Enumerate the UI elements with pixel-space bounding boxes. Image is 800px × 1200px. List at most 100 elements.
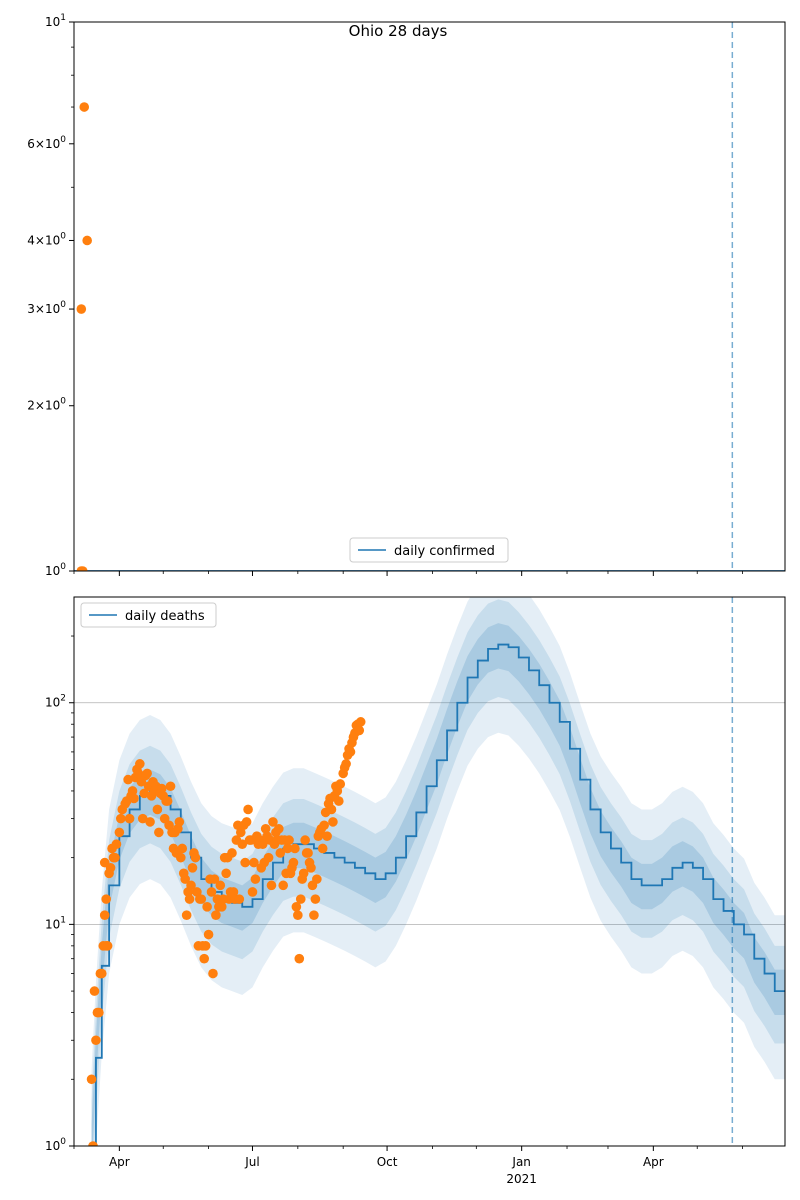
bottom-panel: 100 101 102 Apr Jul Oct Jan 2021 Apr daily deaths: [45, 596, 786, 1186]
bottom-observed-point: [278, 880, 289, 891]
top-plot-area: [74, 102, 785, 571]
bottom-observed-point: [282, 843, 293, 854]
top-y-tick-label: 101: [45, 13, 66, 29]
bottom-x-tick-year-label: 2021: [506, 1172, 537, 1186]
bottom-observed-point: [181, 910, 192, 920]
bottom-observed-point: [99, 910, 110, 920]
bottom-observed-point: [89, 986, 100, 996]
bottom-observed-point: [165, 781, 176, 792]
bottom-observed-point: [250, 874, 261, 884]
bottom-observed-point: [298, 868, 309, 879]
bottom-observed-point: [174, 817, 185, 827]
bottom-observed-point: [203, 929, 214, 940]
bottom-observed-point: [326, 804, 337, 815]
bottom-observed-point: [94, 1007, 104, 1018]
top-y-tick-label: 100: [45, 562, 66, 578]
bottom-observed-point: [154, 827, 164, 838]
bottom-observed-point: [341, 759, 351, 769]
bottom-observed-point: [186, 880, 196, 891]
bottom-observed-point: [312, 874, 322, 884]
bottom-x-tick-label: Apr: [643, 1155, 664, 1169]
bottom-observed-point: [133, 768, 144, 779]
bottom-observed-point: [243, 804, 253, 815]
bottom-observed-point: [101, 894, 111, 904]
bottom-observed-point: [295, 894, 306, 904]
bottom-observed-point: [102, 941, 113, 951]
bottom-observed-point: [124, 813, 135, 824]
bottom-observed-point: [86, 1074, 97, 1085]
bottom-observed-point: [288, 857, 299, 868]
bottom-observed-point: [111, 839, 122, 850]
bottom-observed-point: [199, 953, 210, 964]
top-observed-point: [77, 566, 88, 571]
bottom-y-tick-label: 101: [45, 915, 66, 931]
bottom-observed-point: [293, 910, 303, 920]
bottom-x-tick-label: Apr: [109, 1155, 130, 1169]
bottom-observed-point: [177, 843, 188, 854]
bottom-observed-point: [110, 852, 120, 863]
bottom-observed-point: [241, 817, 252, 827]
bottom-observed-point: [335, 779, 346, 789]
bottom-observed-point: [216, 902, 227, 912]
bottom-observed-point: [310, 894, 321, 904]
bottom-observed-point: [247, 887, 258, 897]
bottom-observed-point: [209, 874, 220, 884]
bottom-observed-point: [200, 941, 211, 951]
bottom-observed-point: [139, 788, 150, 799]
bottom-observed-point: [127, 786, 138, 796]
bottom-observed-point: [88, 1141, 98, 1146]
bottom-observed-point: [354, 725, 365, 736]
bottom-x-tick-label: Oct: [377, 1155, 398, 1169]
bottom-observed-point: [240, 857, 250, 868]
bottom-observed-point: [196, 894, 207, 904]
bottom-observed-point: [123, 774, 133, 785]
bottom-observed-point: [268, 817, 278, 827]
bottom-observed-point: [317, 843, 328, 854]
bottom-observed-point: [237, 839, 248, 850]
top-axes-frame: [73, 21, 786, 572]
bottom-legend-box: [80, 602, 217, 628]
bottom-observed-point: [333, 796, 344, 806]
bottom-observed-point: [215, 880, 226, 891]
bottom-observed-point: [129, 793, 139, 804]
bottom-observed-point: [96, 968, 107, 979]
bottom-observed-point: [309, 910, 319, 920]
bottom-x-tick-label: Jul: [244, 1155, 259, 1169]
bottom-y-tick-label: 102: [45, 694, 66, 710]
bottom-observed-point: [156, 783, 167, 794]
bottom-observed-point: [355, 717, 366, 727]
bottom-observed-point: [142, 768, 152, 779]
top-y-tick-label: 6×100: [27, 135, 66, 151]
top-y-tick-label: 3×100: [27, 300, 66, 316]
top-observed-point: [76, 304, 87, 314]
bottom-observed-point: [249, 857, 259, 868]
figure-title: Ohio 28 days: [349, 22, 448, 40]
bottom-observed-point: [221, 868, 231, 879]
top-legend-box: [349, 537, 509, 563]
bottom-observed-point: [328, 817, 338, 827]
bottom-observed-point: [105, 862, 116, 873]
bottom-observed-point: [187, 862, 198, 873]
bottom-observed-point: [284, 835, 294, 845]
bottom-observed-point: [137, 813, 148, 824]
bottom-observed-point: [294, 953, 305, 964]
bottom-observed-point: [322, 831, 332, 841]
bottom-observed-point: [345, 747, 356, 757]
bottom-observed-point: [152, 804, 163, 815]
bottom-observed-point: [145, 817, 155, 827]
bottom-observed-point: [114, 827, 125, 838]
bottom-observed-point: [208, 968, 218, 979]
bottom-observed-point: [257, 839, 268, 850]
bottom-observed-point: [275, 848, 286, 858]
bottom-observed-point: [291, 902, 302, 912]
bottom-observed-point: [227, 848, 237, 858]
bottom-observed-point: [266, 880, 277, 891]
top-y-tick-label: 2×100: [27, 397, 66, 413]
bottom-legend-label: daily deaths: [125, 609, 205, 624]
bottom-observed-point: [234, 894, 245, 904]
bottom-x-tick-label: Jan: [511, 1155, 531, 1169]
bottom-observed-point: [91, 1035, 101, 1046]
bottom-observed-point: [206, 887, 217, 897]
top-observed-point: [82, 235, 92, 246]
